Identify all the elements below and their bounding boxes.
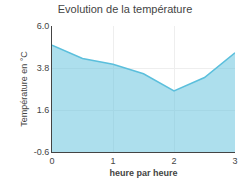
svg-text:-0.6: -0.6 bbox=[34, 147, 50, 157]
svg-text:0: 0 bbox=[49, 156, 54, 166]
svg-text:Température en °C: Température en °C bbox=[19, 51, 29, 127]
svg-text:1.6: 1.6 bbox=[37, 105, 50, 115]
svg-text:Evolution de la température: Evolution de la température bbox=[58, 3, 193, 15]
svg-text:3: 3 bbox=[232, 156, 237, 166]
svg-text:1: 1 bbox=[110, 156, 115, 166]
svg-text:3.8: 3.8 bbox=[37, 63, 50, 73]
svg-text:6.0: 6.0 bbox=[37, 21, 50, 31]
svg-text:2: 2 bbox=[171, 156, 176, 166]
svg-text:heure par heure: heure par heure bbox=[109, 168, 177, 178]
